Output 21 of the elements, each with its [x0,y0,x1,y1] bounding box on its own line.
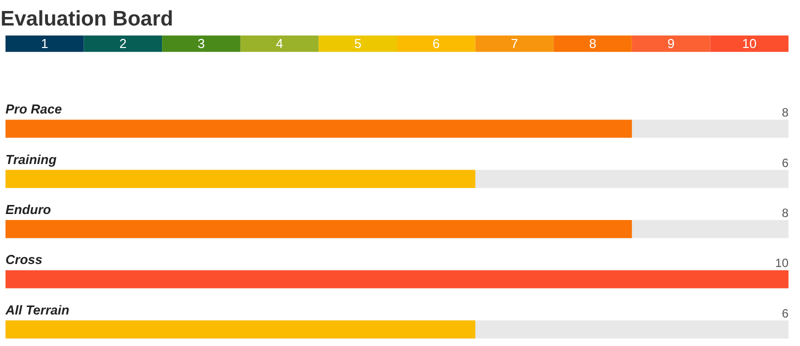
x-tick-label: 3 [198,36,205,52]
chart-title: Evaluation Board [0,8,174,30]
data-label: 10 [775,256,789,270]
category-label: Enduro [6,202,51,218]
category-label: Pro Race [6,102,62,117]
data-label: 6 [782,306,789,320]
x-tick-label: 9 [667,36,675,52]
x-tick-label: 2 [119,36,127,52]
category-label: Training [6,152,57,167]
x-tick-label: 1 [41,36,48,52]
category-label: All Terrain [6,302,70,318]
x-tick-label: 10 [742,36,757,52]
category-label: Cross [6,252,42,268]
x-tick-label: 4 [276,36,284,52]
x-tick-label: 6 [432,36,440,52]
data-label: 8 [782,106,789,120]
data-label: 8 [782,206,789,220]
data-label: 6 [782,156,789,170]
x-tick-label: 7 [510,36,518,52]
x-tick-label: 8 [589,36,596,52]
x-tick-label: 5 [354,36,362,52]
